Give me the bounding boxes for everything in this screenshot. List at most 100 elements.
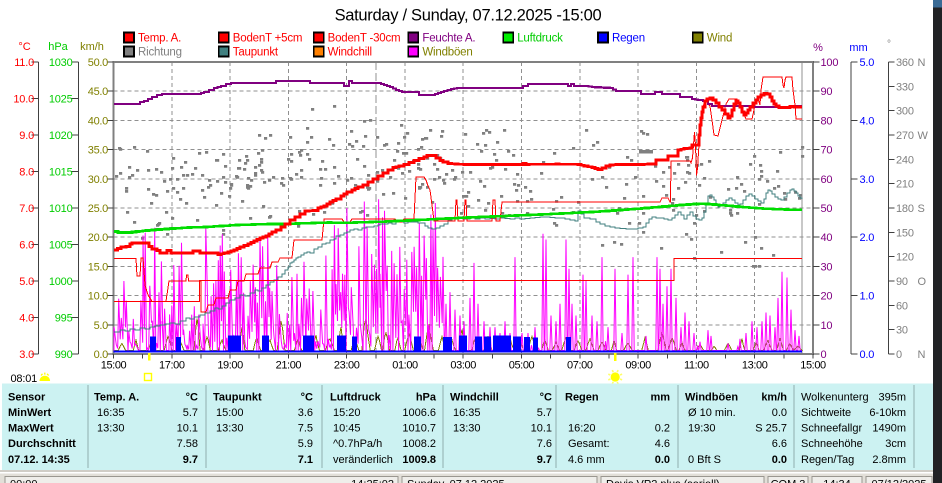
svg-text:7.5: 7.5 [298,423,313,435]
svg-text:veränderlich: veränderlich [333,454,393,466]
svg-text:13:30: 13:30 [216,423,244,435]
svg-text:10.0: 10.0 [13,94,34,106]
svg-text:05:00: 05:00 [509,360,535,372]
svg-text:%: % [813,42,823,54]
svg-text:14:34: 14:34 [823,479,851,483]
svg-text:1010: 1010 [49,203,73,215]
svg-text:6.0: 6.0 [19,240,34,252]
svg-text:10:45: 10:45 [333,423,361,435]
svg-text:20: 20 [821,291,833,303]
svg-text:0.0: 0.0 [860,349,875,361]
svg-text:BodenT +5cm: BodenT +5cm [233,33,303,45]
svg-text:S 25.7: S 25.7 [755,423,787,435]
svg-text:Regen: Regen [612,33,645,45]
svg-text:°C: °C [301,392,313,404]
svg-text:1009.8: 1009.8 [402,454,436,466]
svg-text:45.0: 45.0 [88,86,108,98]
svg-text:30: 30 [821,261,833,273]
svg-text:Sensor: Sensor [8,392,46,404]
svg-text:80: 80 [821,115,833,127]
svg-text:330: 330 [896,81,914,93]
svg-text:0: 0 [821,349,827,361]
svg-text:00:00: 00:00 [10,479,38,483]
svg-text:395m: 395m [878,392,906,404]
svg-text:BodenT -30cm: BodenT -30cm [328,33,401,45]
svg-text:40: 40 [821,232,833,244]
svg-text:Feuchte A.: Feuchte A. [422,33,475,45]
svg-text:3.6: 3.6 [298,407,313,419]
svg-text:Windchill: Windchill [328,47,372,59]
svg-text:2.8mm: 2.8mm [872,454,906,466]
svg-text:°: ° [887,39,891,50]
svg-text:0.0: 0.0 [94,349,109,361]
svg-text:S: S [918,203,925,215]
svg-text:08:01: 08:01 [11,373,38,385]
svg-text:30: 30 [896,325,908,337]
svg-text:9.7: 9.7 [537,454,552,466]
svg-text:11:00: 11:00 [684,360,709,372]
svg-text:Davis VP2 plus (seriell): Davis VP2 plus (seriell) [606,479,720,483]
svg-text:1010.7: 1010.7 [402,423,436,435]
svg-text:16:20: 16:20 [568,423,596,435]
svg-text:0.2: 0.2 [655,423,670,435]
svg-text:11.0: 11.0 [14,57,34,69]
svg-text:Sichtweite: Sichtweite [801,407,851,419]
svg-text:Luftdruck: Luftdruck [330,392,382,404]
svg-text:16:35: 16:35 [97,407,125,419]
svg-text:20.0: 20.0 [88,232,108,244]
svg-text:1005: 1005 [49,240,73,252]
svg-text:50.0: 50.0 [88,57,108,69]
svg-text:01:00: 01:00 [392,360,418,372]
svg-text:60: 60 [821,174,833,186]
svg-text:21:00: 21:00 [276,360,302,372]
svg-text:7.58: 7.58 [177,438,198,450]
svg-text:Richtung: Richtung [138,47,182,59]
svg-text:Schneefallgr: Schneefallgr [801,423,862,435]
svg-text:1006.6: 1006.6 [402,407,436,419]
svg-text:7.0: 7.0 [19,203,34,215]
svg-text:25.0: 25.0 [88,203,108,215]
svg-text:3.0: 3.0 [19,349,34,361]
svg-text:1490m: 1490m [872,423,906,435]
svg-text:1000: 1000 [49,276,73,288]
svg-text:Windböen: Windböen [685,392,738,404]
svg-text:mm: mm [849,42,867,54]
svg-text:5.0: 5.0 [19,276,34,288]
svg-text:15:00: 15:00 [800,360,826,372]
svg-text:15.0: 15.0 [88,261,108,273]
svg-text:5.9: 5.9 [298,438,313,450]
svg-text:Luftdruck: Luftdruck [517,33,563,45]
svg-text:270: 270 [896,130,914,142]
svg-text:W: W [918,130,929,142]
svg-text:17:00: 17:00 [159,360,185,372]
svg-text:40.0: 40.0 [88,115,108,127]
svg-text:^0.7hPa/h: ^0.7hPa/h [333,438,382,450]
svg-text:120: 120 [896,252,914,264]
svg-text:150: 150 [896,227,914,239]
svg-text:180: 180 [896,203,914,215]
svg-text:1020: 1020 [49,130,73,142]
svg-text:15:00: 15:00 [101,360,127,372]
svg-text:09:00: 09:00 [625,360,651,372]
svg-text:16:35: 16:35 [453,407,481,419]
svg-text:hPa: hPa [48,41,68,53]
svg-text:1025: 1025 [49,94,73,106]
svg-text:4.6 mm: 4.6 mm [568,454,605,466]
svg-text:5.0: 5.0 [860,57,875,69]
svg-text:70: 70 [821,145,833,157]
svg-text:10.1: 10.1 [177,423,198,435]
svg-text:10: 10 [821,320,833,332]
svg-text:300: 300 [896,106,914,118]
svg-text:90: 90 [821,86,833,98]
svg-text:°C: °C [18,41,30,53]
svg-text:60: 60 [896,300,908,312]
svg-text:30.0: 30.0 [88,174,108,186]
svg-text:240: 240 [896,154,914,166]
svg-text:Wind: Wind [707,33,732,45]
svg-text:14:25:02: 14:25:02 [351,479,394,483]
svg-text:km/h: km/h [761,392,787,404]
svg-text:13:30: 13:30 [453,423,481,435]
svg-text:100: 100 [821,57,839,69]
svg-text:03:00: 03:00 [450,360,476,372]
svg-text:4.0: 4.0 [19,313,34,325]
